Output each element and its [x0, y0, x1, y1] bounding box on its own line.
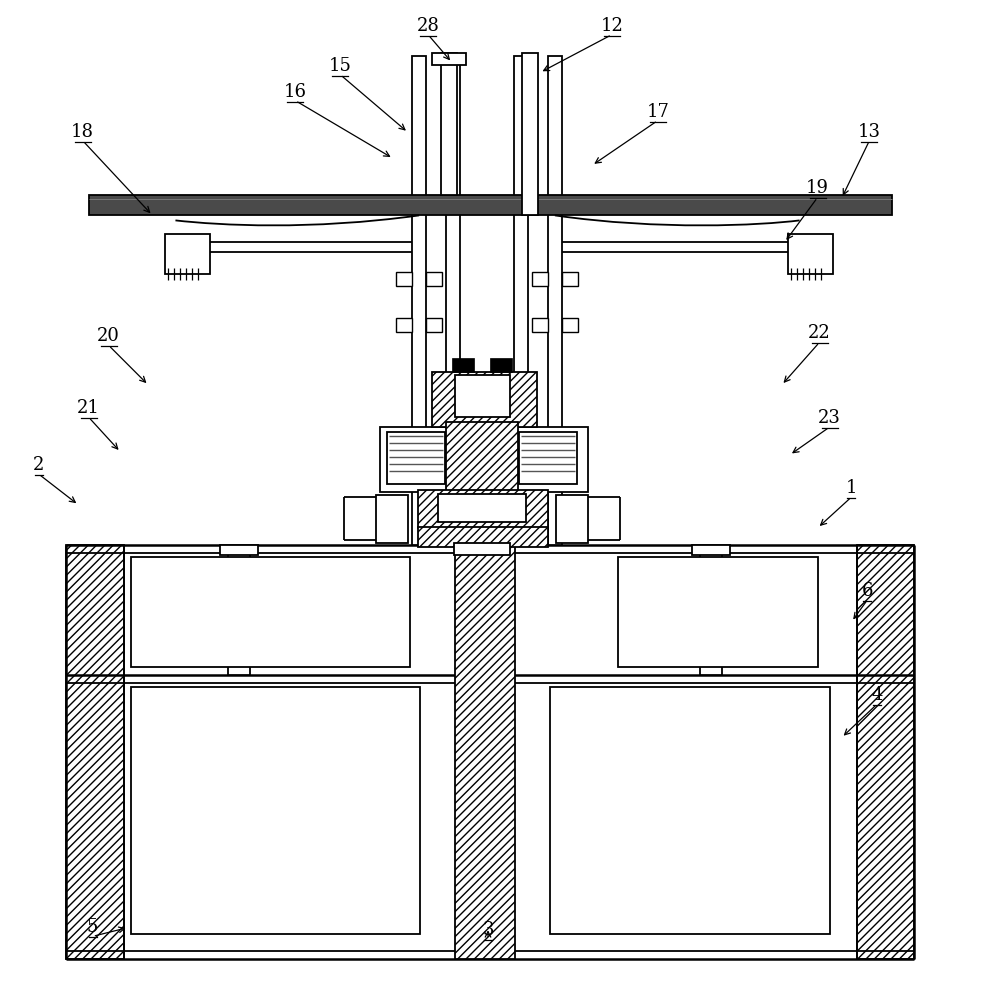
Bar [556, 495, 588, 543]
Text: 20: 20 [97, 327, 120, 345]
Text: 4: 4 [872, 686, 883, 704]
Text: 23: 23 [818, 409, 841, 427]
Text: 28: 28 [417, 17, 439, 35]
Bar [692, 545, 729, 555]
Bar [446, 422, 518, 500]
Bar [532, 318, 548, 332]
Bar [426, 272, 442, 286]
Bar [433, 53, 466, 65]
Bar [562, 318, 578, 332]
Bar [165, 234, 210, 274]
Bar [426, 318, 442, 332]
Bar [66, 545, 124, 959]
Bar [522, 53, 538, 215]
Text: 15: 15 [328, 57, 352, 75]
Bar [380, 427, 588, 492]
Bar [441, 53, 457, 195]
Bar [387, 432, 445, 484]
Text: 19: 19 [806, 179, 829, 197]
Bar [455, 375, 510, 417]
Bar [519, 432, 577, 484]
Text: 5: 5 [87, 918, 98, 936]
Text: 13: 13 [858, 123, 881, 141]
Bar [857, 545, 914, 959]
Bar [787, 234, 833, 274]
Bar [228, 553, 251, 675]
Bar [396, 318, 412, 332]
Text: 21: 21 [77, 399, 100, 417]
Bar [452, 358, 474, 372]
Bar [700, 553, 722, 675]
Bar [490, 358, 512, 372]
Bar [418, 527, 548, 547]
Text: 18: 18 [71, 123, 94, 141]
Text: 16: 16 [284, 83, 307, 101]
Bar [514, 56, 528, 545]
Text: 12: 12 [601, 17, 623, 35]
Bar [220, 545, 259, 555]
Bar [412, 56, 426, 545]
Bar [562, 272, 578, 286]
Text: 17: 17 [647, 103, 669, 121]
Bar [446, 56, 460, 545]
Bar [88, 195, 893, 215]
Bar [455, 545, 515, 959]
Bar [618, 557, 818, 667]
Bar [131, 557, 410, 667]
Text: 1: 1 [845, 479, 857, 497]
Bar [376, 495, 408, 543]
Text: 3: 3 [483, 921, 493, 939]
Bar [418, 490, 548, 528]
Bar [549, 687, 830, 934]
Bar [454, 543, 510, 555]
Bar [396, 272, 412, 286]
Text: 6: 6 [862, 582, 873, 600]
Text: 2: 2 [33, 456, 44, 474]
Bar [131, 687, 420, 934]
Bar [438, 494, 526, 522]
Bar [433, 372, 537, 427]
Text: 22: 22 [808, 324, 831, 342]
Bar [532, 272, 548, 286]
Bar [548, 56, 562, 545]
